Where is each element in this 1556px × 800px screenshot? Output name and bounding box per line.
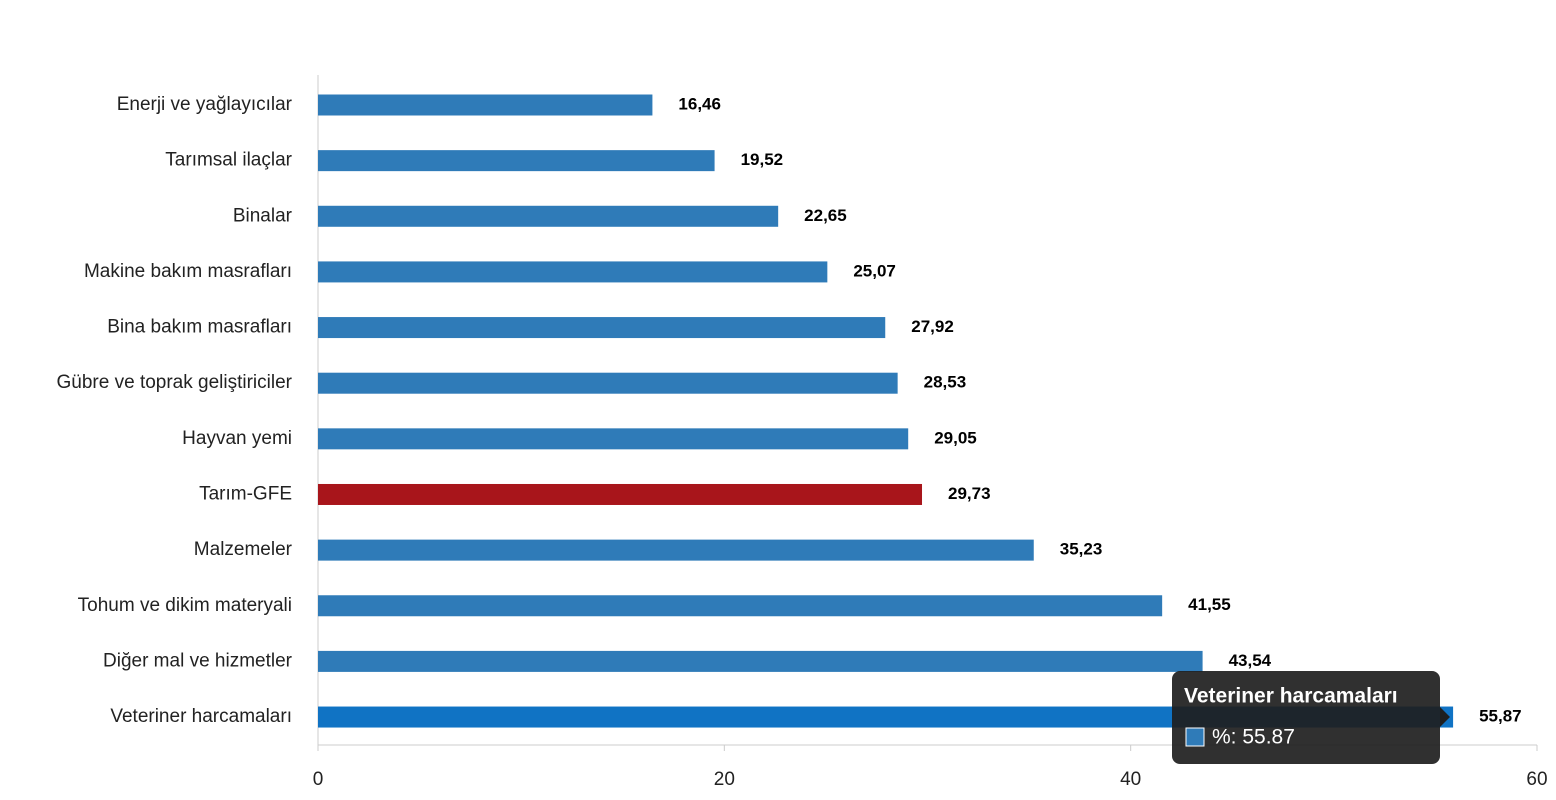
category-label: Tarım-GFE	[199, 483, 292, 504]
x-tick-label: 40	[1120, 769, 1141, 790]
bar	[318, 483, 923, 505]
tooltip: Veteriner harcamaları %: 55.87	[1172, 671, 1450, 764]
category-label: Gübre ve toprak geliştiriciler	[57, 372, 293, 393]
bar	[318, 539, 1034, 561]
tooltip-box	[1172, 671, 1440, 764]
value-label: 28,53	[924, 373, 967, 392]
category-label: Malzemeler	[194, 539, 293, 560]
value-label: 29,05	[934, 428, 977, 447]
tooltip-label: %: 55.87	[1212, 726, 1295, 749]
bar	[318, 428, 909, 450]
bar	[318, 150, 715, 172]
bar	[318, 94, 653, 116]
category-label: Bina bakım masrafları	[107, 317, 292, 338]
x-tick-label: 0	[313, 769, 324, 790]
bar	[318, 650, 1203, 672]
value-label: 41,55	[1188, 595, 1231, 614]
bar	[318, 261, 828, 283]
bar	[318, 317, 886, 339]
x-tick-label: 20	[714, 769, 735, 790]
x-tick-label: 60	[1526, 769, 1547, 790]
category-label: Veteriner harcamaları	[110, 706, 292, 727]
plot-area: 0 20 40 60 Enerji ve yağlayıcılar 16,46 Tarıms…	[57, 94, 1548, 790]
bar	[318, 205, 779, 227]
bar	[318, 595, 1163, 617]
value-label: 19,52	[741, 150, 784, 169]
category-label: Binalar	[233, 205, 293, 226]
category-label: Makine bakım masrafları	[84, 261, 292, 282]
value-label: 35,23	[1060, 540, 1103, 559]
value-label: 25,07	[853, 261, 896, 280]
bar	[318, 706, 1454, 728]
category-label: Tohum ve dikim materyali	[78, 595, 292, 616]
value-label: 22,65	[804, 206, 847, 225]
value-label: 27,92	[911, 317, 954, 336]
tooltip-title: Veteriner harcamaları	[1184, 685, 1398, 708]
tooltip-arrow	[1440, 707, 1450, 727]
category-label: Diğer mal ve hizmetler	[103, 650, 293, 671]
value-label: 29,73	[948, 484, 991, 503]
value-label: 55,87	[1479, 707, 1522, 726]
bar	[318, 372, 898, 394]
value-label: 16,46	[678, 94, 721, 113]
category-label: Tarımsal ilaçlar	[165, 150, 292, 171]
value-label: 43,54	[1229, 651, 1272, 670]
category-label: Hayvan yemi	[182, 428, 292, 449]
category-label: Enerji ve yağlayıcılar	[117, 94, 293, 115]
tooltip-swatch	[1185, 727, 1205, 747]
